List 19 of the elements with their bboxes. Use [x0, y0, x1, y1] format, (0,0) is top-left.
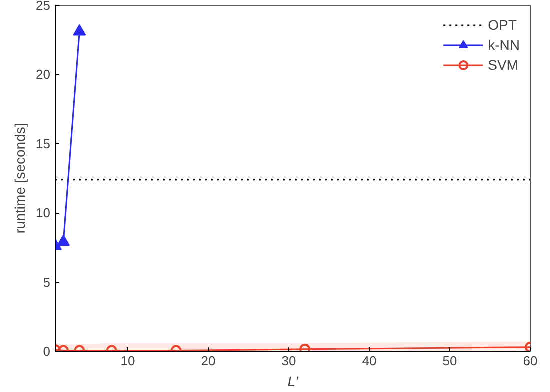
legend-label: SVM — [488, 57, 518, 73]
y-tick-label: 15 — [36, 136, 51, 152]
y-tick-label: 25 — [36, 0, 51, 13]
legend-label: OPT — [488, 17, 517, 33]
x-tick-label: 50 — [442, 354, 458, 368]
y-tick-label: 5 — [43, 274, 51, 290]
x-axis-title: L′ — [288, 374, 300, 390]
y-axis-title: runtime [seconds] — [12, 123, 28, 234]
x-tick-label: 10 — [120, 354, 136, 368]
point — [57, 234, 70, 246]
y-tick-label: 0 — [43, 344, 51, 359]
y-tick-label: 10 — [36, 206, 51, 221]
legend-label: k-NN — [488, 37, 520, 53]
x-tick-label: 60 — [523, 354, 538, 368]
y-tick-label: 20 — [36, 67, 51, 82]
x-tick-label: 40 — [362, 354, 377, 368]
x-tick-label: 20 — [201, 354, 216, 368]
x-tick-label: 30 — [282, 354, 296, 368]
point — [73, 24, 86, 36]
